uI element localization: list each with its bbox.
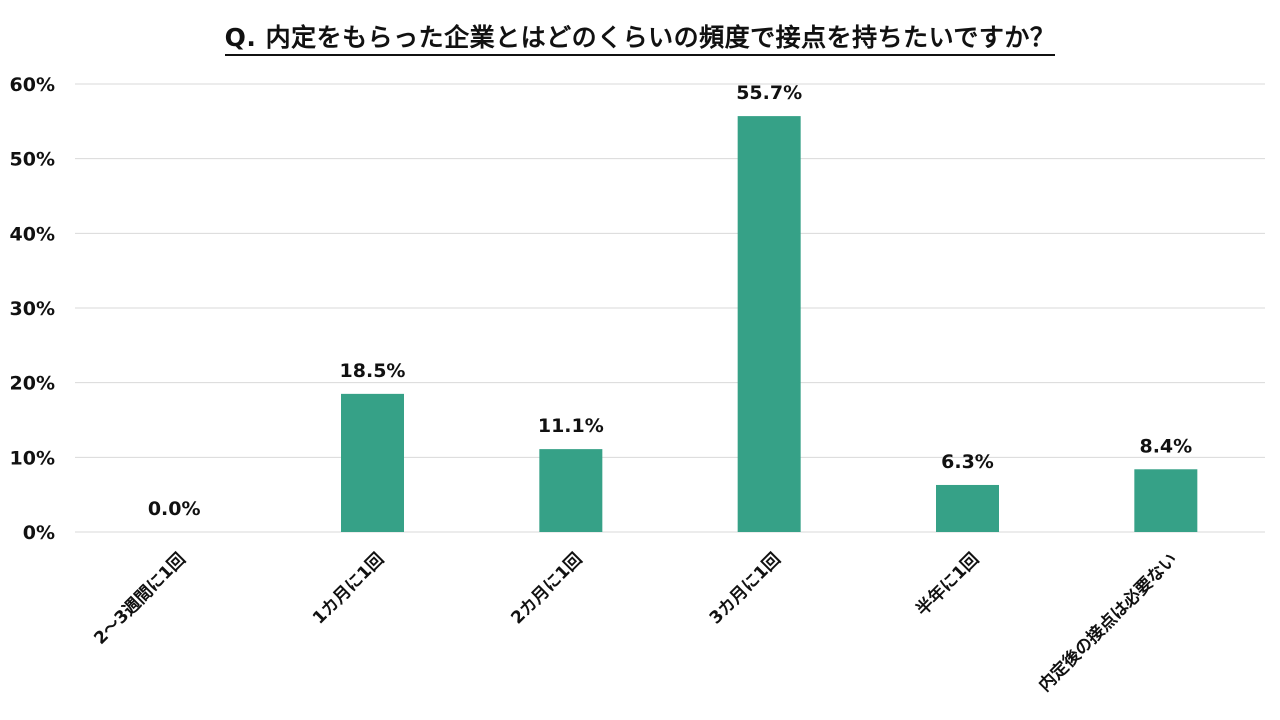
y-tick-label: 0%	[23, 522, 55, 544]
y-tick-label: 40%	[10, 223, 55, 245]
chart-title: Q. 内定をもらった企業とはどのくらいの頻度で接点を持ちたいですか？	[0, 18, 1280, 56]
data-label: 6.3%	[941, 451, 994, 473]
y-tick-label: 10%	[10, 447, 55, 469]
bar	[539, 449, 603, 532]
category-label: 2～3週間に1回	[90, 549, 189, 648]
x-axis-categories: 2～3週間に1回 1カ月に1回 2カ月に1回 3カ月に1回 半年に1回 内定後の接点は必要…	[90, 549, 1181, 696]
category-label: 2カ月に1回	[507, 549, 586, 628]
data-label: 8.4%	[1139, 435, 1192, 457]
bar	[737, 116, 801, 533]
chart-title-text: Q. 内定をもらった企業とはどのくらいの頻度で接点を持ちたいですか？	[224, 23, 1056, 56]
category-label: 3カ月に1回	[706, 549, 785, 628]
y-tick-label: 30%	[10, 298, 55, 320]
bar	[936, 484, 999, 532]
data-label: 0.0%	[148, 498, 201, 520]
grid-lines	[75, 83, 1265, 533]
bar	[1134, 469, 1198, 532]
bars	[341, 116, 1198, 533]
category-label: 1カ月に1回	[309, 549, 388, 628]
y-axis-ticks: 0% 10% 20% 30% 40% 50% 60%	[10, 74, 55, 544]
bar	[341, 393, 404, 532]
y-tick-label: 20%	[10, 373, 55, 395]
data-labels: 0.0% 18.5% 11.1% 55.7% 6.3% 8.4%	[148, 82, 1192, 520]
y-tick-label: 50%	[10, 149, 55, 171]
category-label: 内定後の接点は必要ない	[1034, 549, 1181, 696]
y-tick-label: 60%	[10, 74, 55, 96]
category-label: 半年に1回	[912, 549, 983, 620]
data-label: 11.1%	[538, 415, 604, 437]
data-label: 55.7%	[736, 82, 802, 104]
data-label: 18.5%	[340, 360, 406, 382]
